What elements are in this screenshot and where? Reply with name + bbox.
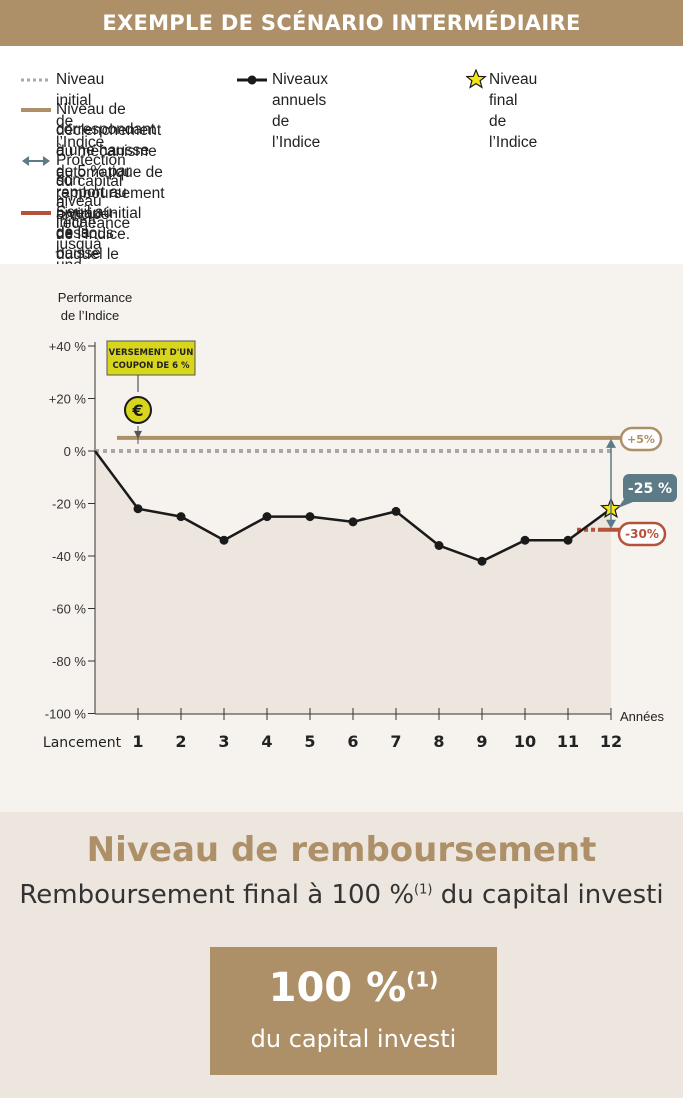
threshold-badge xyxy=(617,521,667,547)
x-tick-label: 3 xyxy=(218,732,229,751)
protection-arrowhead-down xyxy=(606,519,616,529)
page-title: EXEMPLE DE SCÉNARIO INTERMÉDIAIRE xyxy=(0,0,683,46)
index-data-point xyxy=(477,556,487,566)
y-tick-label: 0 % xyxy=(64,444,87,459)
coupon-pointer-head xyxy=(134,430,142,439)
index-data-point xyxy=(391,506,401,516)
legend-final-level-label: Niveau final de l’Indice xyxy=(489,71,538,151)
index-data-point xyxy=(219,535,229,545)
threshold-badge-label: -30% xyxy=(625,527,659,541)
x-tick-label: 9 xyxy=(476,732,487,751)
legend-trigger-line2: correspondant à une hausse de 5 % par ra… xyxy=(56,121,156,243)
index-data-point xyxy=(176,512,186,522)
protection-arrowhead-up xyxy=(606,438,616,448)
y-tick-label: -60 % xyxy=(52,602,86,617)
final-badge xyxy=(623,474,677,502)
index-data-point xyxy=(133,504,143,514)
y-tick-label: -40 % xyxy=(52,549,86,564)
y-tick-label: +20 % xyxy=(49,392,87,407)
x-tick-label: 12 xyxy=(600,732,622,751)
result-box-label: du capital investi xyxy=(250,1025,457,1053)
index-data-point xyxy=(434,541,444,550)
trigger-line-icon xyxy=(21,108,51,112)
y-axis-title-line2: de l’Indice xyxy=(61,308,120,323)
x-tick-label: 10 xyxy=(514,732,536,751)
x-tick-label: 5 xyxy=(304,732,315,751)
line-with-dot-icon xyxy=(237,75,267,85)
legend: Niveau initial de l’Indice Niveaux annue… xyxy=(0,46,683,410)
index-data-point xyxy=(262,512,272,522)
y-tick-label: -100 % xyxy=(45,707,87,722)
coupon-label-line1: VERSEMENT D'UN xyxy=(109,348,194,358)
chart: VERSEMENT D'UN COUPON DE 6 % € +5% -30% -25 %… xyxy=(0,264,683,812)
trigger-badge-label: +5% xyxy=(627,433,655,446)
x-tick-label: 6 xyxy=(347,732,358,751)
chart-svg: VERSEMENT D'UN COUPON DE 6 % € +5% -30% -25 %… xyxy=(0,264,683,812)
result-subtitle-end: du capital investi xyxy=(432,880,664,910)
legend-annual-levels-label: Niveaux annuels de l’Indice xyxy=(272,71,328,151)
result-subtitle-note: (1) xyxy=(414,882,433,898)
result-box-number: 100 % xyxy=(268,965,407,1011)
y-tick-label: -20 % xyxy=(52,497,86,512)
y-axis-title-line1: Performance xyxy=(58,290,132,305)
result-panel: Niveau de remboursement Remboursement fi… xyxy=(0,812,683,1098)
final-badge-label: -25 % xyxy=(628,481,672,497)
index-data-point xyxy=(348,517,358,527)
x-tick-label: 11 xyxy=(557,732,579,751)
x-tick-label: 4 xyxy=(261,732,272,751)
index-data-point xyxy=(305,512,315,522)
result-title: Niveau de remboursement xyxy=(86,830,597,870)
y-tick-label: -80 % xyxy=(52,654,86,669)
trigger-badge xyxy=(619,426,663,452)
x-axis-label: Années xyxy=(620,709,665,724)
x-tick-label: 7 xyxy=(390,732,401,751)
dotted-line-icon xyxy=(21,78,51,82)
x-tick-label: 1 xyxy=(132,732,143,751)
legend-initial-level-label: Niveau initial de l’Indice xyxy=(56,71,105,151)
chart-area-fill xyxy=(95,451,611,714)
result-subtitle: Remboursement final à 100 %(1) du capita… xyxy=(0,880,683,910)
euro-coin-icon xyxy=(124,396,152,424)
result-subtitle-main: Remboursement final à 100 % xyxy=(19,880,415,910)
y-tick-label: +40 % xyxy=(49,339,87,354)
threshold-line-icon xyxy=(21,211,51,215)
coupon-label-line2: COUPON DE 6 % xyxy=(112,361,190,371)
x-tick-label: 8 xyxy=(433,732,444,751)
coupon-label-box xyxy=(106,340,196,376)
final-badge-pointer xyxy=(618,496,633,508)
result-box-value: 100 %(1) xyxy=(210,965,497,1011)
index-data-point xyxy=(520,535,530,545)
legend-protection-line2: son niveau initial. xyxy=(56,172,102,231)
index-data-point xyxy=(563,535,573,545)
legend-trigger-line1: Niveau de déclenchement du mécanisme aut… xyxy=(56,101,165,223)
euro-symbol: € xyxy=(131,401,143,420)
result-box-note: (1) xyxy=(406,967,439,992)
result-box: 100 %(1) du capital investi xyxy=(210,947,497,1075)
star-icon xyxy=(466,69,487,89)
x-tick-label: 2 xyxy=(175,732,186,751)
x-tick-label: Lancement xyxy=(43,735,122,751)
double-arrow-icon xyxy=(22,156,50,166)
